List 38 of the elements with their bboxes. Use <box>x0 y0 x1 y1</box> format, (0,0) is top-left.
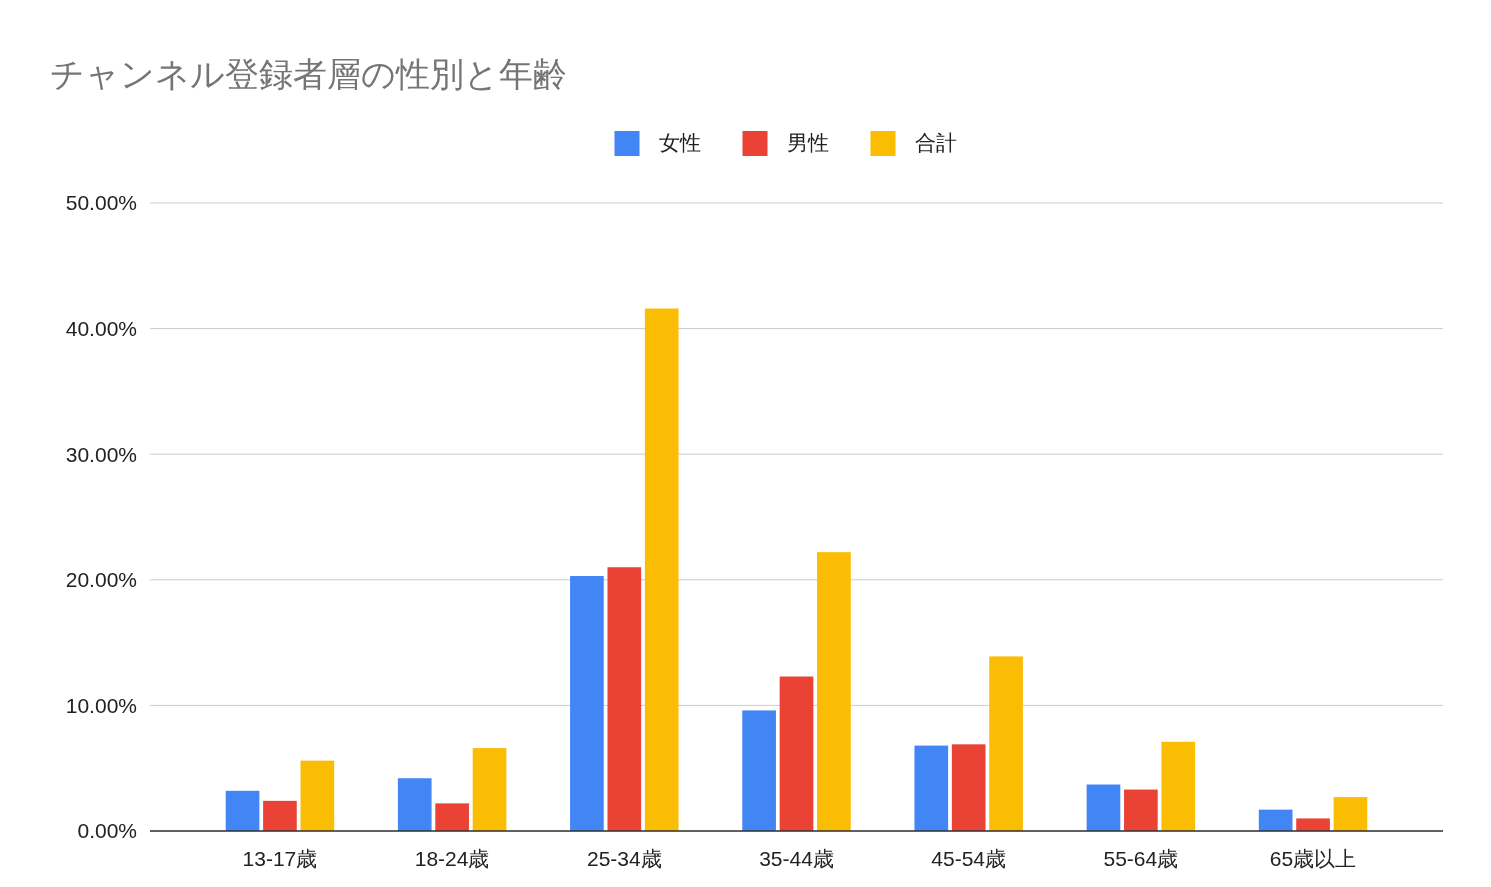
bar <box>1161 741 1196 831</box>
bar <box>1258 809 1293 831</box>
bar <box>435 803 469 831</box>
x-tick-label: 25-34歳 <box>586 847 662 870</box>
bar <box>1086 784 1121 831</box>
legend-label: 合計 <box>914 131 957 155</box>
y-tick-label: 10.00% <box>65 693 137 717</box>
y-tick-label: 40.00% <box>65 316 137 340</box>
x-tick-label: 55-64歳 <box>1103 847 1179 870</box>
chart-title: チャンネル登録者層の性別と年齢 <box>50 55 567 93</box>
bar <box>914 745 949 831</box>
x-tick-label: 45-54歳 <box>931 847 1007 870</box>
bar <box>225 790 260 831</box>
y-tick-label: 20.00% <box>65 568 137 592</box>
legend-label: 女性 <box>658 131 701 155</box>
bar <box>300 760 335 831</box>
y-tick-label: 0.00% <box>77 819 137 843</box>
bar <box>644 308 679 831</box>
x-tick-label: 18-24歳 <box>414 847 490 870</box>
bar <box>779 676 814 831</box>
bar <box>570 576 604 831</box>
bar <box>263 800 297 831</box>
bar <box>951 744 986 831</box>
bar <box>1296 818 1330 831</box>
bar <box>472 748 507 831</box>
bar <box>397 778 432 831</box>
y-tick-label: 50.00% <box>65 191 137 215</box>
bar <box>1333 797 1368 831</box>
x-tick-label: 65歳以上 <box>1269 847 1357 870</box>
x-tick-label: 35-44歳 <box>759 847 834 870</box>
y-tick-label: 30.00% <box>65 442 137 466</box>
bar <box>989 656 1023 831</box>
legend-label: 男性 <box>786 131 829 155</box>
bar <box>1124 789 1158 831</box>
x-tick-label: 13-17歳 <box>242 847 318 870</box>
bar <box>607 567 642 831</box>
bar <box>817 552 851 831</box>
bar <box>742 710 776 831</box>
